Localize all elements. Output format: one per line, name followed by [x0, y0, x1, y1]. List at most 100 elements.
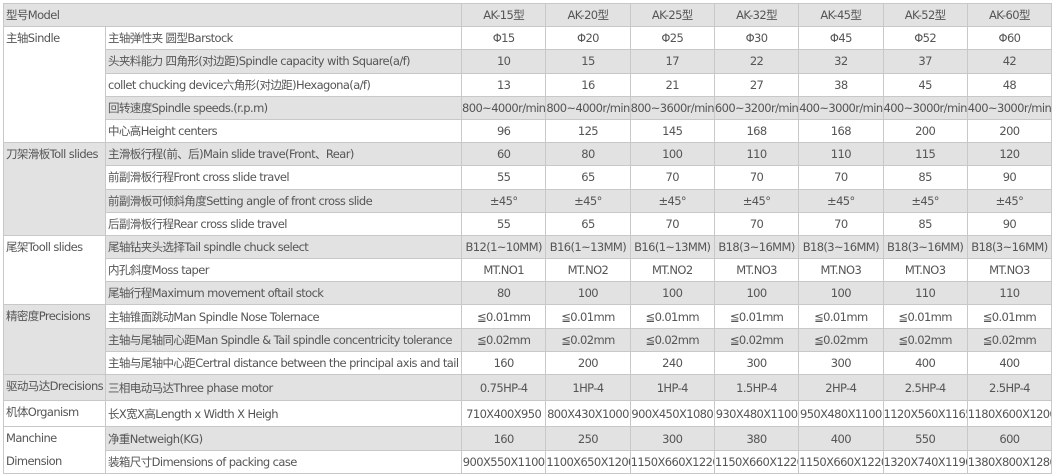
- spec-value: 90: [966, 165, 1053, 190]
- spec-value: 400~3000r/min: [798, 95, 884, 120]
- spec-value: 70: [629, 165, 715, 190]
- spec-value: 250: [545, 426, 631, 451]
- table-row: 尾轴行程Maximum movement oftail stock 80 100 10…: [4, 281, 1053, 306]
- spec-label: 装箱尺寸Dimensions of packing case: [104, 449, 463, 474]
- spec-value: Φ45: [798, 26, 884, 51]
- spec-value: 70: [713, 165, 800, 190]
- spec-label: 头夹料能力 四角形(对边距)Spindle capacity with Squa…: [104, 49, 463, 74]
- spec-value: Φ20: [545, 26, 631, 51]
- spec-value: MT.NO3: [966, 258, 1053, 283]
- group-label: 主轴Sindle: [3, 26, 106, 144]
- spec-value: B16(1~13MM): [545, 234, 631, 260]
- spec-value: ≦0.02mm: [713, 327, 800, 352]
- table-row: 驱动马达Drecisions 三相电动马达Three phase motor 0.7…: [3, 373, 1053, 402]
- spec-value: 100: [629, 142, 715, 167]
- spec-value: 600: [966, 426, 1053, 451]
- spec-value: 1380X800X1280: [966, 449, 1053, 474]
- spec-value: 1150X660X1220: [798, 449, 884, 474]
- spec-value: ≦0.02mm: [882, 327, 968, 352]
- spec-value: 400: [798, 426, 884, 451]
- spec-value: ±45°: [966, 188, 1053, 213]
- spec-value: MT.NO2: [545, 258, 631, 283]
- spec-value: ≦0.01mm: [882, 304, 968, 329]
- spec-value: 400: [882, 350, 968, 376]
- spec-value: 160: [461, 426, 547, 451]
- spec-value: 100: [798, 281, 884, 306]
- spec-value: 70: [713, 211, 800, 236]
- spec-label: 净重Netweigh(KG): [104, 426, 463, 451]
- spec-value: 80: [461, 281, 547, 306]
- spec-value: ≦0.01mm: [713, 304, 800, 329]
- spec-label: 尾轴行程Maximum movement oftail stock: [104, 281, 463, 306]
- spec-value: 2.5HP-4: [882, 373, 968, 402]
- spec-value: ≦0.02mm: [629, 327, 715, 352]
- spec-value: ≦0.02mm: [966, 327, 1053, 352]
- spec-value: 10: [461, 49, 547, 74]
- spec-value: ≦0.01mm: [545, 304, 631, 329]
- group-label: 刀架滑板Toll slides: [3, 142, 106, 236]
- spec-value: 100: [629, 281, 715, 306]
- spec-value: 125: [545, 118, 631, 144]
- spec-value: 120: [966, 142, 1053, 167]
- spec-value: 70: [798, 211, 884, 236]
- spec-value: 45: [882, 72, 968, 97]
- spec-value: 70: [629, 211, 715, 236]
- spec-value: 110: [882, 281, 968, 306]
- spec-value: 13: [461, 72, 547, 97]
- spec-label: 尾轴钻夹头选择Tail spindle chuck select: [104, 234, 463, 260]
- table-row: 头夹料能力 四角形(对边距)Spindle capacity with Squa…: [4, 49, 1053, 74]
- spec-value: 55: [461, 211, 547, 236]
- table-row: Manchine Dimension 净重Netweigh(KG) 160 250 300…: [3, 426, 1053, 474]
- spec-value: 1120X560X1165: [882, 400, 968, 428]
- table-row: 回转速度Spindle speeds.(r.p.m) 800~4000r/min 8…: [4, 95, 1053, 120]
- spec-value: 100: [713, 281, 800, 306]
- table-row: 尾架Tooll slides 尾轴钻夹头选择Tail spindle chuck …: [3, 234, 1053, 306]
- spec-value: ≦0.02mm: [545, 327, 631, 352]
- spec-value: 1HP-4: [629, 373, 715, 402]
- table-row: 精密度Precisions 主轴锥面跳动Man Spindle Nose Tole…: [3, 304, 1053, 375]
- spec-label: 后副滑板行程Rear cross slide travel: [104, 211, 463, 236]
- spec-value: 200: [882, 118, 968, 144]
- spec-value: Φ30: [713, 26, 800, 51]
- spec-value: 600~3200r/min: [713, 95, 800, 120]
- spec-value: 60: [461, 142, 547, 167]
- spec-value: ≦0.02mm: [798, 327, 884, 352]
- spec-value: 22: [713, 49, 800, 74]
- spec-value: ≦0.01mm: [798, 304, 884, 329]
- table-row: 中心高Height centers 96 125 145 168 168 200 200: [4, 118, 1053, 144]
- spec-value: 2HP-4: [798, 373, 884, 402]
- spec-value: 110: [798, 142, 884, 167]
- spec-label: 长X宽X高Length x Width X Heigh: [104, 400, 463, 428]
- spec-value: 200: [545, 350, 631, 376]
- model-column-header: AK-20型: [545, 2, 631, 28]
- spec-value: 2.5HP-4: [966, 373, 1053, 402]
- spec-value: 96: [461, 118, 547, 144]
- table-row: 后副滑板行程Rear cross slide travel 55 65 70 70 70 8…: [4, 211, 1053, 236]
- spec-value: Φ52: [882, 26, 968, 51]
- table-row: 装箱尺寸Dimensions of packing case 900X550X11…: [4, 449, 1053, 474]
- spec-value: 70: [798, 165, 884, 190]
- model-header: 型号Model: [2, 2, 463, 28]
- spec-value: 300: [713, 350, 800, 376]
- group-label: 机体Organism: [3, 400, 106, 428]
- spec-label: 主轴锥面跳动Man Spindle Nose Tolernace: [104, 304, 463, 329]
- spec-value: MT.NO3: [713, 258, 800, 283]
- spec-label: 主轴弹性夹 圆型Barstock: [104, 26, 463, 51]
- spec-label: 前副滑板行程Front cross slide travel: [104, 165, 463, 190]
- spec-value: ±45°: [882, 188, 968, 213]
- spec-value: 200: [966, 118, 1053, 144]
- table-row: 刀架滑板Toll slides 主滑板行程(前、后)Main slide trav…: [3, 142, 1053, 236]
- spec-value: MT.NO1: [461, 258, 547, 283]
- spec-value: 85: [882, 211, 968, 236]
- spec-value: 300: [798, 350, 884, 376]
- group-label-line: Dimension: [6, 454, 62, 469]
- spec-value: 1180X600X1200: [966, 400, 1053, 428]
- spec-value: 800X430X1000: [545, 400, 631, 428]
- spec-value: 900X450X1080: [629, 400, 715, 428]
- spec-value: 168: [798, 118, 884, 144]
- spec-value: 240: [629, 350, 715, 376]
- model-column-header: AK-60型: [966, 2, 1053, 28]
- spec-value: B16(1~13MM): [629, 234, 715, 260]
- spec-value: 400~3000r/min: [966, 95, 1053, 120]
